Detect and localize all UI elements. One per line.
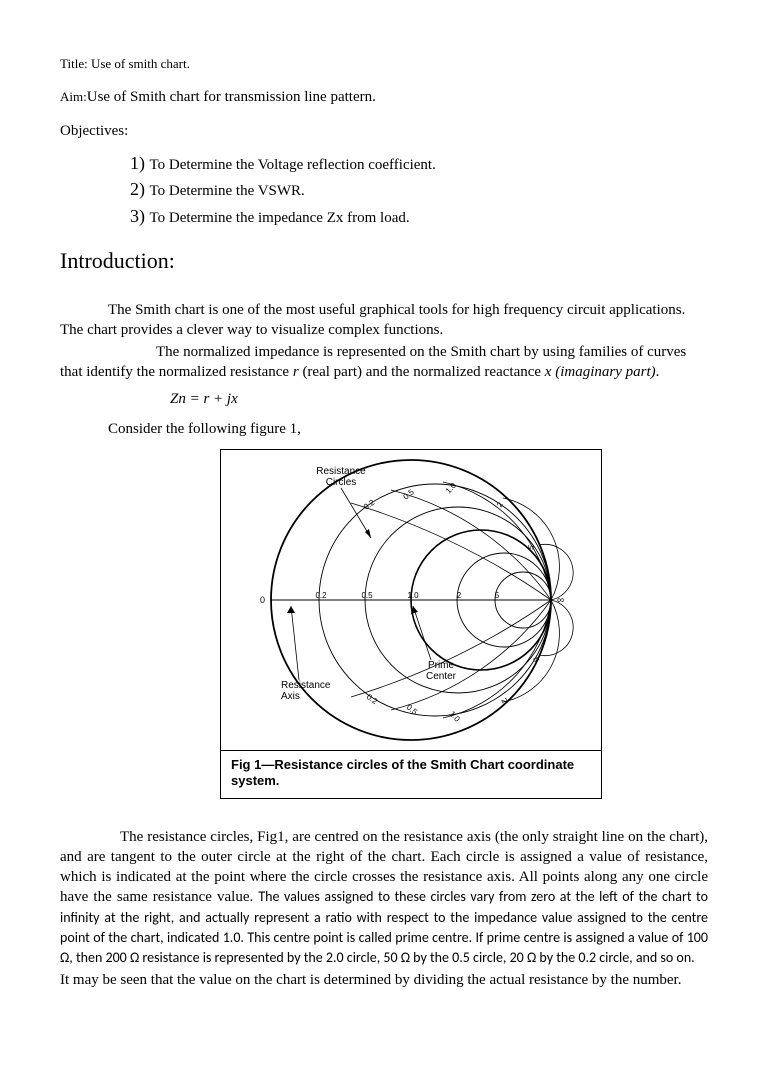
formula: Zn = r + jx: [170, 389, 708, 409]
svg-text:0.5: 0.5: [361, 591, 373, 600]
paragraph-last: It may be seen that the value on the cha…: [60, 970, 708, 990]
svg-text:5: 5: [495, 591, 500, 600]
svg-text:Center: Center: [426, 671, 457, 682]
aim-line: Aim:Use of Smith chart for transmission …: [60, 87, 708, 107]
svg-text:0.2: 0.2: [362, 498, 377, 512]
list-item: 2) To Determine the VSWR.: [130, 177, 708, 201]
intro-paragraph-2: The normalized impedance is represented …: [60, 342, 708, 383]
intro-heading: Introduction:: [60, 246, 708, 276]
label-prime-center: Prime: [428, 660, 455, 671]
svg-text:∞: ∞: [557, 595, 564, 606]
figure-caption: Fig 1—Resistance circles of the Smith Ch…: [221, 750, 601, 798]
obj-text: To Determine the VSWR.: [150, 183, 305, 199]
title-label: Title:: [60, 56, 91, 71]
obj-text: To Determine the impedance Zx from load.: [150, 210, 410, 226]
label-res-axis: Resistance: [281, 680, 331, 691]
title-line: Title: Use of smith chart.: [60, 55, 708, 73]
svg-text:0.5: 0.5: [402, 487, 417, 501]
svg-text:2: 2: [495, 500, 505, 509]
list-item: 3) To Determine the impedance Zx from lo…: [130, 204, 708, 228]
aim-text: Use of Smith chart for transmission line…: [87, 89, 376, 105]
svg-text:1.0: 1.0: [448, 709, 462, 724]
intro-paragraph-1: The Smith chart is one of the most usefu…: [60, 300, 708, 341]
obj-text: To Determine the Voltage reflection coef…: [150, 157, 436, 173]
svg-text:Circles: Circles: [326, 477, 357, 488]
list-item: 1) To Determine the Voltage reflection c…: [130, 151, 708, 175]
objectives-list: 1) To Determine the Voltage reflection c…: [130, 151, 708, 228]
label-res-circles: Resistance: [316, 466, 366, 477]
svg-text:2: 2: [457, 591, 462, 600]
smith-chart-svg: 0 0.2 0.5 1.0 2 5 ∞ 0.2 0.5 1.0 2 5 0.2 …: [221, 450, 601, 750]
svg-text:Axis: Axis: [281, 691, 300, 702]
paragraph-resistance-circles: The resistance circles, Fig1, are centre…: [60, 827, 708, 969]
figure-1: 0 0.2 0.5 1.0 2 5 ∞ 0.2 0.5 1.0 2 5 0.2 …: [220, 449, 602, 799]
title-text: Use of smith chart.: [91, 56, 190, 71]
svg-text:0: 0: [260, 595, 265, 605]
objectives-label: Objectives:: [60, 121, 708, 141]
consider-line: Consider the following figure 1,: [108, 419, 708, 439]
svg-text:1.0: 1.0: [407, 591, 419, 600]
aim-label: Aim:: [60, 89, 87, 104]
svg-text:0.2: 0.2: [315, 591, 327, 600]
